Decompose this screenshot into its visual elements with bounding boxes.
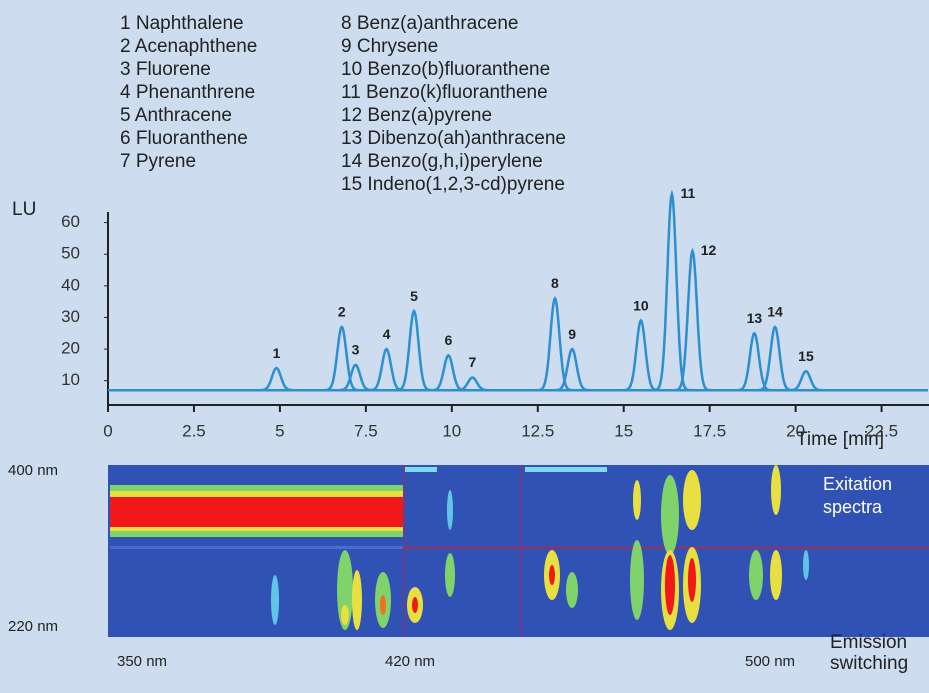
x-tick-label: 2.5 [182, 421, 206, 440]
x-tick-label: 15 [614, 421, 633, 440]
x-tick-label: 12.5 [521, 421, 554, 440]
peak [757, 325, 793, 392]
peak-label: 3 [352, 342, 360, 358]
peak [258, 366, 295, 392]
spectra-x-label: 350 nm [117, 653, 167, 670]
peak-label: 11 [680, 185, 695, 201]
y-tick-label: 30 [61, 307, 80, 326]
y-tick-label: 50 [61, 244, 80, 263]
legend-entry: 11 Benzo(k)fluoranthene [341, 82, 548, 103]
legend-entry: 7 Pyrene [120, 151, 196, 172]
y-axis-label: LU [12, 199, 36, 220]
legend-entry: 9 Chrysene [341, 36, 438, 57]
peak-label: 8 [551, 275, 559, 291]
spectra-note: spectra [823, 497, 883, 517]
legend-entry: 4 Phenanthrene [120, 82, 255, 103]
spectra-note: Emission [830, 632, 907, 653]
x-tick-label: 5 [275, 421, 284, 440]
peak [454, 376, 491, 392]
peak-label: 4 [383, 326, 391, 342]
peak-label: 5 [410, 288, 418, 304]
legend-entry: 5 Anthracene [120, 105, 232, 126]
peak-label: 10 [633, 297, 649, 313]
y-tick-label: 40 [61, 275, 80, 294]
peak-label: 14 [767, 304, 783, 320]
peak-label: 6 [444, 332, 452, 348]
legend-entry: 6 Fluoranthene [120, 128, 248, 149]
x-tick-label: 20 [786, 421, 805, 440]
spectra-heatmap [108, 465, 929, 637]
peak-label: 1 [273, 345, 281, 361]
y-tick-label: 10 [61, 370, 80, 389]
spectra-note: switching [830, 653, 908, 674]
peak [622, 318, 659, 392]
peak [674, 247, 711, 392]
legend-entry: 2 Acenaphthene [120, 36, 257, 57]
peak [554, 347, 590, 392]
peak [323, 325, 360, 392]
peak-label: 7 [469, 354, 477, 370]
peak-label: 15 [798, 348, 814, 364]
peak-label: 13 [747, 310, 763, 326]
x-tick-label: 0 [103, 421, 112, 440]
x-tick-label: 10 [442, 421, 461, 440]
peak [788, 369, 824, 392]
spectra-y-label: 220 nm [8, 618, 58, 635]
spectra-note: Exitation [823, 474, 892, 494]
peak [337, 363, 374, 392]
x-axis-label: Time [min] [796, 429, 884, 450]
y-tick-label: 20 [61, 339, 80, 358]
legend-entry: 3 Fluorene [120, 59, 211, 80]
legend-entry: 13 Dibenzo(ah)anthracene [341, 128, 566, 149]
peak [654, 189, 690, 392]
peak [395, 308, 433, 392]
spectra-x-label: 500 nm [745, 653, 795, 670]
legend-entry: 15 Indeno(1,2,3-cd)pyrene [341, 174, 565, 195]
peak [536, 295, 573, 392]
x-tick-label: 17.5 [693, 421, 726, 440]
y-tick-label: 60 [61, 212, 80, 231]
legend-entry: 1 Naphthalene [120, 13, 244, 34]
spectra-y-label: 400 nm [8, 462, 58, 479]
peak-label: 9 [568, 326, 576, 342]
legend-entry: 10 Benzo(b)fluoranthene [341, 59, 550, 80]
legend-entry: 8 Benz(a)anthracene [341, 13, 518, 34]
spectra-x-label: 420 nm [385, 653, 435, 670]
legend-entry: 14 Benzo(g,h,i)perylene [341, 151, 543, 172]
legend-entry: 12 Benz(a)pyrene [341, 105, 492, 126]
peak [736, 331, 773, 392]
x-tick-label: 7.5 [354, 421, 378, 440]
peak-label: 2 [338, 304, 346, 320]
x-tick-label: 22.5 [865, 421, 898, 440]
peak-label: 12 [701, 242, 717, 258]
